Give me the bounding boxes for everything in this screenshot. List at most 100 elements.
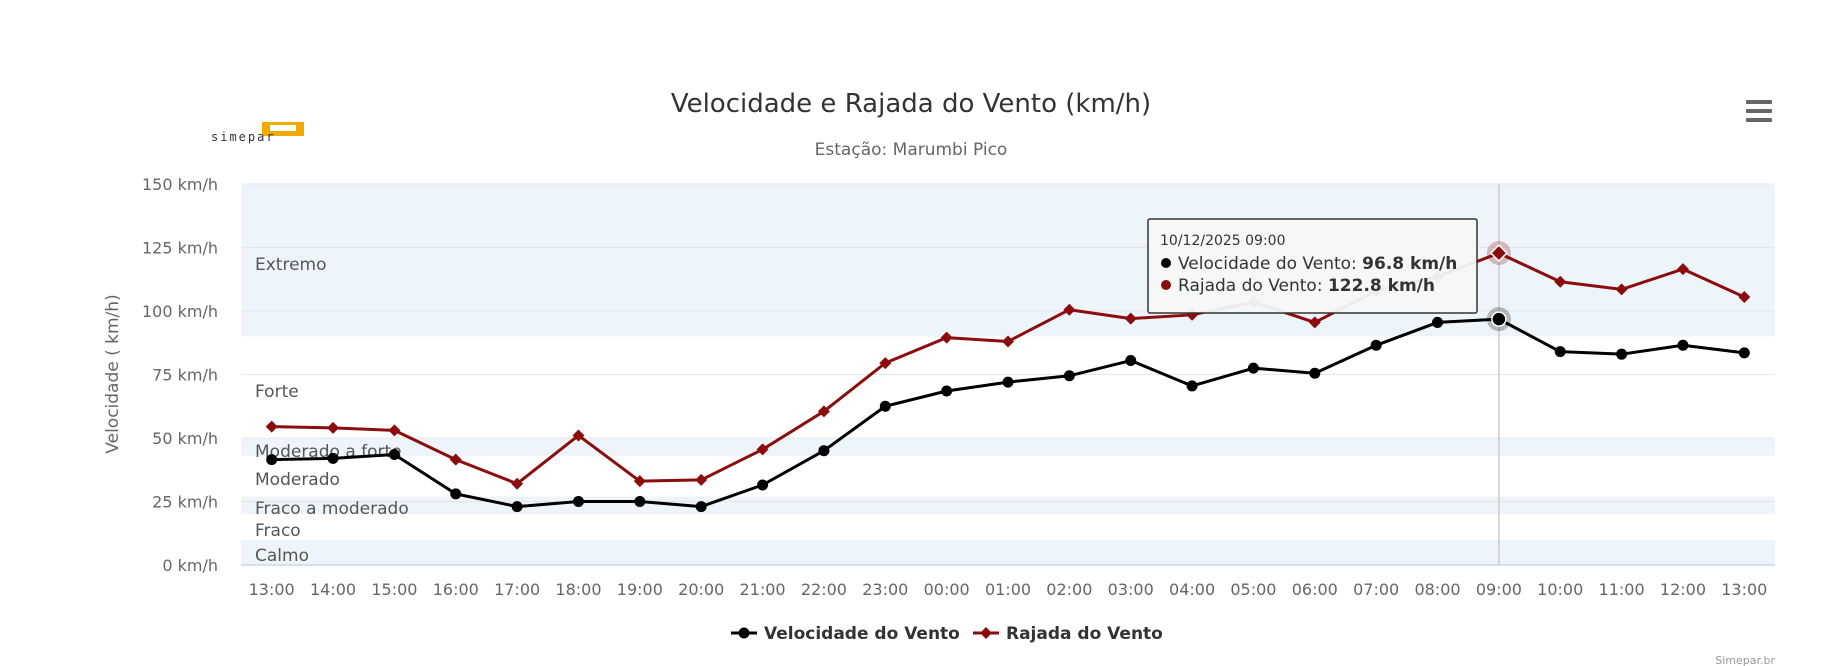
x-tick-label: 07:00 <box>1353 580 1399 599</box>
data-point-velocidade-do-vento <box>1247 362 1259 374</box>
tooltip: 10/12/2025 09:00 Velocidade do Vento: 96… <box>1147 218 1478 314</box>
x-tick-label: 17:00 <box>494 580 540 599</box>
data-point-rajada-do-vento <box>1308 316 1321 329</box>
legend-marker-rajada-do-vento <box>980 627 992 639</box>
hamburger-menu-icon[interactable] <box>1743 98 1773 128</box>
x-tick-label: 05:00 <box>1230 580 1276 599</box>
legend-label-rajada-do-vento: Rajada do Vento <box>1006 624 1163 644</box>
data-point-rajada-do-vento <box>265 420 278 433</box>
legend-item-velocidade-do-vento[interactable]: Velocidade do Vento <box>731 624 960 644</box>
data-point-rajada-do-vento <box>1738 291 1751 304</box>
x-tick-label: 19:00 <box>617 580 663 599</box>
x-tick-label: 10:00 <box>1537 580 1583 599</box>
data-point-velocidade-do-vento <box>1491 311 1507 327</box>
y-tick-label: 75 km/h <box>152 366 218 385</box>
x-tick-label: 18:00 <box>555 580 601 599</box>
x-tick-label: 11:00 <box>1599 580 1645 599</box>
data-point-velocidade-do-vento <box>450 488 462 500</box>
y-axis-title: Velocidade ( km/h) <box>103 294 123 453</box>
band-label-calmo: Calmo <box>255 546 309 566</box>
data-point-rajada-do-vento <box>633 475 646 488</box>
y-tick-label: 50 km/h <box>152 429 218 448</box>
data-point-velocidade-do-vento <box>1677 339 1689 351</box>
data-point-velocidade-do-vento <box>327 452 339 464</box>
x-tick-label: 04:00 <box>1169 580 1215 599</box>
data-point-rajada-do-vento <box>940 331 953 344</box>
grid-lines <box>241 183 1775 566</box>
data-point-velocidade-do-vento <box>1186 380 1198 392</box>
data-point-rajada-do-vento <box>1489 244 1508 263</box>
data-point-velocidade-do-vento <box>1002 376 1014 388</box>
tooltip-marker-rajada <box>1161 280 1171 290</box>
x-tick-label: 02:00 <box>1046 580 1092 599</box>
y-tick-label: 100 km/h <box>142 302 218 321</box>
credits-link[interactable]: Simepar.br <box>1715 654 1775 666</box>
y-tick-label: 25 km/h <box>152 493 218 512</box>
x-tick-label: 16:00 <box>433 580 479 599</box>
data-point-velocidade-do-vento <box>1738 347 1750 359</box>
data-point-rajada-do-vento <box>1676 263 1689 276</box>
data-point-velocidade-do-vento <box>695 501 707 513</box>
data-point-velocidade-do-vento <box>266 454 278 466</box>
x-axis-ticks: 13:00 14:00 15:00 16:00 17:00 18:00 19:00 20:00… <box>249 580 1768 599</box>
series-layer <box>265 241 1751 513</box>
x-tick-label: 00:00 <box>924 580 970 599</box>
legend: Velocidade do Vento Rajada do Vento <box>731 624 1163 644</box>
band-label-fraco: Fraco <box>255 521 301 541</box>
data-point-rajada-do-vento <box>817 405 830 418</box>
data-point-velocidade-do-vento <box>1554 346 1566 358</box>
tooltip-box <box>1147 218 1478 314</box>
data-point-velocidade-do-vento <box>634 496 646 507</box>
legend-label-velocidade-do-vento: Velocidade do Vento <box>764 624 960 644</box>
band-fraco <box>241 514 1775 540</box>
data-point-rajada-do-vento <box>1554 275 1567 288</box>
y-tick-label: 0 km/h <box>162 556 218 575</box>
band-label-fraco-a-moderado: Fraco a moderado <box>255 499 409 519</box>
data-point-velocidade-do-vento <box>572 496 584 507</box>
x-tick-label: 09:00 <box>1476 580 1522 599</box>
chart-subtitle: Estação: Marumbi Pico <box>815 140 1008 160</box>
band-calmo <box>241 539 1775 565</box>
band-fraco-a-moderado <box>241 496 1775 515</box>
data-point-velocidade-do-vento <box>511 501 523 513</box>
data-point-rajada-do-vento <box>511 477 524 490</box>
data-point-rajada-do-vento <box>1124 312 1137 325</box>
x-tick-label: 01:00 <box>985 580 1031 599</box>
band-moderado-a-forte <box>241 438 1775 456</box>
logo-text: simepar <box>211 130 276 144</box>
series-velocidade-do-vento <box>266 307 1750 513</box>
tooltip-label-velocidade: Velocidade do Vento: <box>1178 254 1362 274</box>
y-axis-ticks: 0 km/h 25 km/h 50 km/h 75 km/h 100 km/h 125 k… <box>142 175 218 575</box>
simepar-logo: simepar <box>211 122 304 144</box>
data-point-velocidade-do-vento <box>1616 348 1628 360</box>
x-tick-label: 23:00 <box>862 580 908 599</box>
data-point-velocidade-do-vento <box>1125 355 1137 367</box>
data-point-rajada-do-vento <box>327 421 340 434</box>
band-label-forte: Forte <box>255 382 299 402</box>
data-point-velocidade-do-vento <box>941 385 953 397</box>
tooltip-marker-velocidade <box>1161 258 1171 268</box>
x-tick-label: 06:00 <box>1292 580 1338 599</box>
tooltip-label-rajada: Rajada do Vento: <box>1178 276 1328 296</box>
legend-item-rajada-do-vento[interactable]: Rajada do Vento <box>973 624 1163 644</box>
data-point-rajada-do-vento <box>1063 303 1076 316</box>
band-moderado <box>241 455 1775 497</box>
data-point-velocidade-do-vento <box>1432 316 1444 328</box>
x-tick-label: 12:00 <box>1660 580 1706 599</box>
data-point-velocidade-do-vento <box>1370 339 1382 351</box>
band-label-extremo: Extremo <box>255 255 327 275</box>
data-point-rajada-do-vento <box>388 424 401 437</box>
legend-marker-velocidade-do-vento <box>738 627 750 639</box>
x-tick-label: 03:00 <box>1108 580 1154 599</box>
x-tick-label: 20:00 <box>678 580 724 599</box>
logo-mark-inner <box>270 125 296 131</box>
data-point-velocidade-do-vento <box>757 479 769 491</box>
data-point-velocidade-do-vento <box>879 400 891 412</box>
data-point-rajada-do-vento <box>1615 283 1628 296</box>
x-tick-label: 08:00 <box>1414 580 1460 599</box>
x-tick-label: 15:00 <box>371 580 417 599</box>
tooltip-value-velocidade: 96.8 km/h <box>1362 254 1457 274</box>
data-point-velocidade-do-vento <box>1309 367 1321 379</box>
y-tick-label: 150 km/h <box>142 175 218 194</box>
